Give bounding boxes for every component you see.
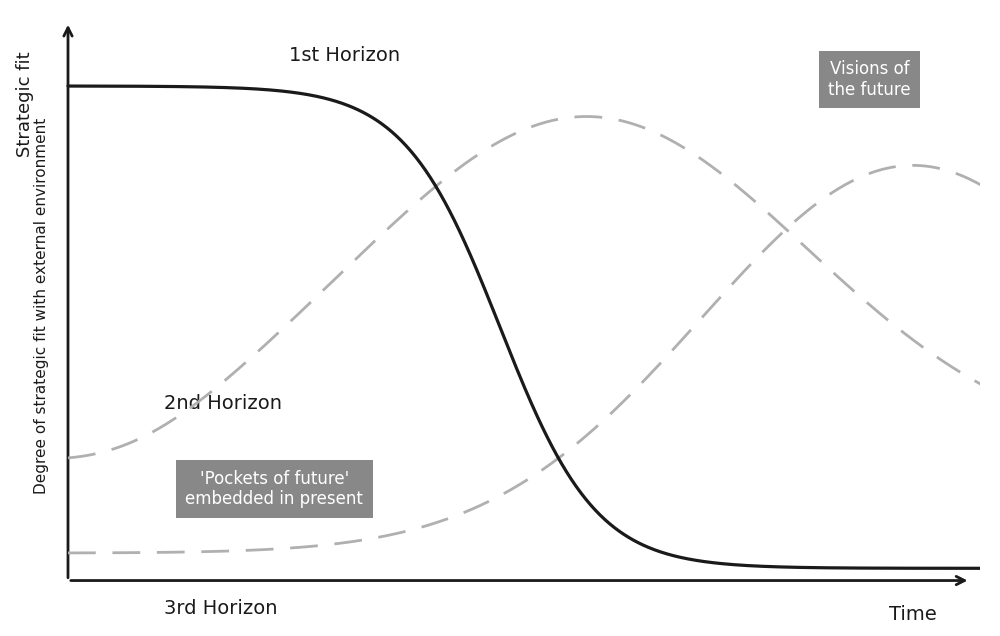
Text: 2nd Horizon: 2nd Horizon bbox=[164, 394, 282, 413]
Text: Visions of
the future: Visions of the future bbox=[828, 60, 911, 99]
Text: Time: Time bbox=[889, 605, 937, 624]
Text: 1st Horizon: 1st Horizon bbox=[289, 46, 400, 65]
Text: Strategic fit: Strategic fit bbox=[16, 52, 34, 157]
Text: Degree of strategic fit with external environment: Degree of strategic fit with external en… bbox=[34, 118, 49, 494]
Text: 'Pockets of future'
embedded in present: 'Pockets of future' embedded in present bbox=[185, 469, 363, 508]
Text: 3rd Horizon: 3rd Horizon bbox=[164, 598, 278, 618]
